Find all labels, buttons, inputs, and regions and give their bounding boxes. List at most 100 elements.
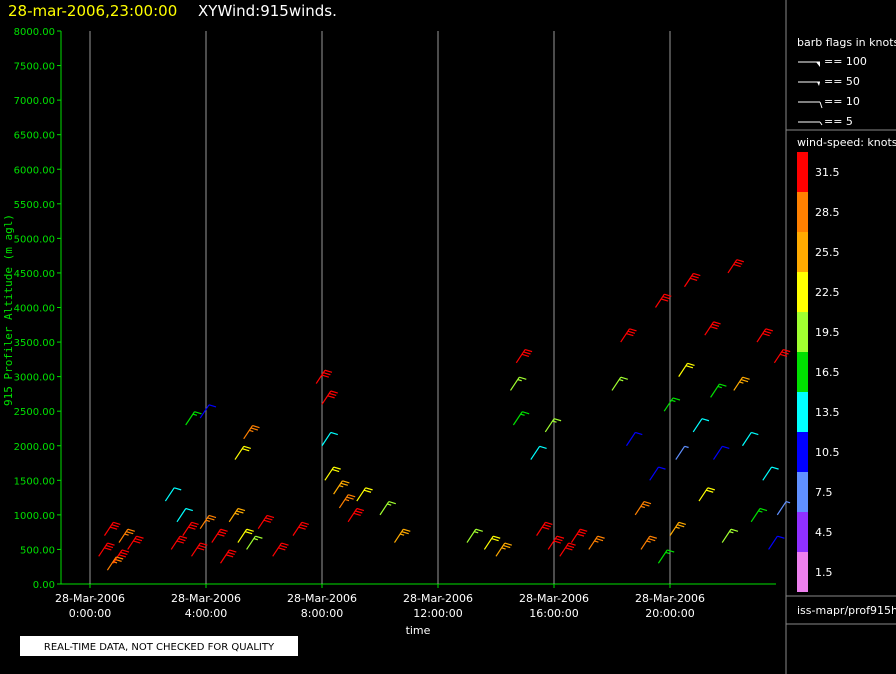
x-tick-label: 28-Mar-2006 4:00:00 <box>171 592 241 620</box>
wind-barb <box>321 390 338 405</box>
wind-barb <box>721 528 739 543</box>
legend-label: 16.5 <box>815 366 840 379</box>
wind-barb <box>698 487 715 502</box>
wind-barb <box>219 549 237 564</box>
wind-barb <box>164 487 182 502</box>
legend-swatch <box>797 232 808 272</box>
wind-barb <box>324 466 341 481</box>
wind-barb <box>246 535 263 550</box>
wind-barb <box>211 528 228 543</box>
legend-swatch <box>797 432 808 472</box>
wind-barb <box>727 259 744 274</box>
wind-barb <box>234 445 251 460</box>
wind-barb <box>663 397 681 412</box>
wind-barb <box>640 535 657 550</box>
y-tick-label: 6000.00 <box>14 165 55 176</box>
x-tick-label-line: 20:00:00 <box>645 607 694 620</box>
wind-barb <box>495 542 512 557</box>
legend-label: == 5 <box>824 115 853 128</box>
wind-barb <box>559 542 576 557</box>
wind-barb <box>741 431 759 447</box>
legend-swatch <box>797 512 808 552</box>
legend-label: 4.5 <box>815 526 833 539</box>
wind-barb <box>750 507 768 523</box>
wind-barb <box>692 418 710 433</box>
wind-barb <box>176 507 193 523</box>
legend-label: == 10 <box>824 95 860 108</box>
legend-label: 19.5 <box>815 326 840 339</box>
wind-barb <box>733 376 750 391</box>
wind-barb <box>712 445 730 460</box>
legend-swatch <box>797 352 808 392</box>
y-tick-label: 1500.00 <box>14 476 55 487</box>
wind-barb <box>315 369 333 384</box>
wind-barb <box>776 501 791 516</box>
x-tick-label-line: 0:00:00 <box>69 607 111 620</box>
note-box <box>20 636 298 656</box>
wind-barb <box>333 480 350 495</box>
y-tick-label: 4500.00 <box>14 269 55 280</box>
x-tick-label-line: 16:00:00 <box>529 607 578 620</box>
chart-title: 28-mar-2006,23:00:00 <box>8 2 177 20</box>
x-tick-label: 28-Mar-2006 8:00:00 <box>287 592 357 620</box>
x-tick-label-line: 28-Mar-2006 <box>55 592 125 605</box>
legend-swatch <box>797 312 808 352</box>
wind-barb <box>237 528 254 543</box>
wind-barb <box>228 507 246 523</box>
wind-barb <box>347 507 365 523</box>
legend-swatch <box>797 552 808 592</box>
wind-barb <box>321 431 338 447</box>
wind-barb <box>547 535 565 550</box>
wind-barb <box>199 514 217 530</box>
wind-barb <box>106 556 124 571</box>
y-tick-label: 2000.00 <box>14 442 55 453</box>
y-tick-label: 500.00 <box>20 545 55 556</box>
flag-legend-title: barb flags in knots <box>797 36 896 49</box>
y-tick-label: 7000.00 <box>14 96 55 107</box>
legend-barb <box>816 62 820 67</box>
legend-swatch <box>797 392 808 432</box>
wind-barb <box>634 501 652 516</box>
legend-label: == 50 <box>824 75 860 88</box>
y-tick-label: 5500.00 <box>14 200 55 211</box>
wind-barb <box>773 348 791 364</box>
wind-barb <box>466 528 483 543</box>
wind-barb <box>483 535 501 550</box>
wind-barb <box>190 542 208 557</box>
wind-barb <box>669 521 686 536</box>
wind-barb <box>544 418 562 433</box>
x-tick-label-line: 12:00:00 <box>413 607 462 620</box>
wind-barb <box>182 521 199 536</box>
x-tick-label-line: 4:00:00 <box>185 607 227 620</box>
legend-label: 22.5 <box>815 286 840 299</box>
legend-swatch <box>797 472 808 512</box>
legend-label: == 100 <box>824 55 867 68</box>
wind-barb <box>338 494 356 509</box>
x-tick-label-line: 28-Mar-2006 <box>287 592 357 605</box>
y-tick-label: 2500.00 <box>14 407 55 418</box>
wind-barb <box>356 487 373 502</box>
legend-barb <box>819 121 823 126</box>
wind-barb <box>98 542 115 557</box>
wind-barb <box>292 521 309 536</box>
legend-label: 25.5 <box>815 246 840 259</box>
legend-swatch <box>797 272 808 312</box>
wind-barb <box>530 445 547 460</box>
wind-barb <box>704 321 721 336</box>
wind-barb <box>675 445 689 460</box>
legend-label: 31.5 <box>815 166 840 179</box>
wind-barb <box>393 528 411 543</box>
wind-barb <box>678 362 695 377</box>
wind-barb <box>379 501 396 516</box>
x-tick-label: 28-Mar-2006 12:00:00 <box>403 592 473 620</box>
y-tick-label: 1000.00 <box>14 511 55 522</box>
legend-label: 1.5 <box>815 566 833 579</box>
y-tick-label: 6500.00 <box>14 131 55 142</box>
legend-label: 28.5 <box>815 206 840 219</box>
wind-barb <box>710 383 727 398</box>
wind-barb <box>243 424 260 440</box>
wind-barb <box>657 549 675 564</box>
x-axis-label: time <box>406 624 431 637</box>
